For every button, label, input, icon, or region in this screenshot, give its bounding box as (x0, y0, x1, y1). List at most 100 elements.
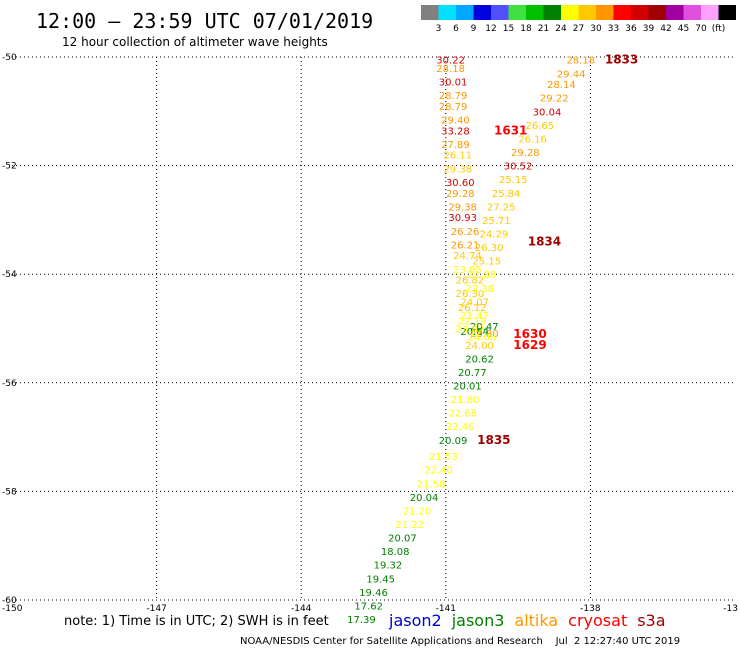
colorbar-label: 18 (520, 24, 532, 34)
swh-point: 21.58 (417, 479, 446, 490)
swh-point: 33.28 (441, 126, 470, 137)
swh-point: 27.89 (441, 140, 470, 151)
time-label: 1833 (605, 53, 638, 67)
swh-point: 28.18 (566, 56, 595, 67)
swh-point: 29.38 (448, 202, 477, 213)
swh-point: 29.28 (446, 189, 475, 200)
swh-point: 20.01 (453, 382, 482, 393)
note-text: note: 1) Time is in UTC; 2) SWH is in fe… (64, 614, 329, 629)
swh-point: 24.29 (480, 229, 509, 240)
swh-point: 29.44 (557, 69, 586, 80)
swh-point: 30.52 (504, 162, 533, 173)
data-points: 23.8030.2228.1830.0128.7928.7929.4033.28… (347, 56, 595, 626)
swh-point: 25.15 (472, 257, 501, 268)
y-tick-label: -54 (2, 270, 17, 280)
swh-point: 24.07 (460, 297, 489, 308)
y-tick-label: -58 (2, 487, 17, 497)
swh-point: 26.12 (458, 303, 487, 314)
credit-text: NOAA/NESDIS Center for Satellite Applica… (240, 636, 680, 647)
swh-point: 20.09 (439, 436, 468, 447)
swh-point: 26.30 (456, 289, 485, 300)
swh-point: 28.79 (439, 102, 468, 113)
swh-point: 23.80 (470, 329, 499, 340)
colorbar-swatch (438, 5, 456, 20)
swh-point: 21.80 (451, 395, 480, 406)
swh-point: 28.79 (439, 91, 468, 102)
swh-point: 21.20 (403, 506, 432, 517)
swh-point: 21.22 (395, 520, 424, 531)
swh-point: 30.01 (439, 77, 468, 88)
swh-point: 20.62 (465, 354, 494, 365)
swh-point: 20.84 (460, 327, 489, 338)
colorbar-label: 39 (643, 24, 655, 34)
satellite-legend: jason2 jason3 altika cryosat s3a (388, 611, 666, 630)
colorbar-label: (ft) (712, 24, 726, 34)
swh-point: 18.08 (381, 547, 410, 558)
swh-point: 24.06 (468, 333, 497, 344)
x-tick-label: -147 (146, 604, 166, 614)
colorbar-label: 21 (538, 24, 549, 34)
x-tick-label: -13 (723, 604, 738, 614)
colorbar-swatch (561, 5, 579, 20)
swh-point: 20.77 (458, 368, 487, 379)
swh-point: 30.93 (448, 213, 477, 224)
swh-point: 23.95 (453, 265, 482, 276)
swh-point: 26.65 (525, 121, 554, 132)
colorbar-swatch (526, 5, 544, 20)
swh-point: 21.47 (460, 311, 489, 322)
colorbar: 3 6 9 12 15 18 21 24 27 30 33 36 39 42 45 70 (ft) (421, 5, 736, 34)
swh-point: 27.25 (487, 202, 516, 213)
swh-point: 25.71 (482, 216, 511, 227)
swh-point: 29.40 (441, 115, 470, 126)
y-tick-label: -50 (2, 53, 17, 63)
chart-subtitle: 12 hour collection of altimeter wave hei… (62, 35, 328, 49)
legend-item-jason3: jason3 (451, 611, 505, 630)
y-tick-label: -52 (2, 162, 17, 172)
swh-point: 23.82 (456, 325, 485, 336)
swh-point: 20.07 (388, 534, 417, 545)
colorbar-label: 12 (485, 24, 496, 34)
swh-point: 24.74 (453, 251, 482, 262)
colorbar-swatch (631, 5, 649, 20)
swh-point: 26.21 (451, 240, 480, 251)
x-tick-label: -138 (580, 604, 601, 614)
colorbar-swatch (648, 5, 666, 20)
swh-point: 26.30 (475, 243, 504, 254)
colorbar-swatch (683, 5, 701, 20)
colorbar-swatch (473, 5, 491, 20)
swh-point: 21.53 (429, 452, 458, 463)
time-label: 1835 (477, 433, 510, 447)
colorbar-swatch (596, 5, 614, 20)
swh-point: 21.88 (468, 270, 497, 281)
colorbar-label: 27 (573, 24, 584, 34)
colorbar-label: 9 (471, 24, 477, 34)
swh-point: 19.45 (366, 574, 395, 585)
swh-point: 29.38 (444, 164, 473, 175)
x-tick-label: -141 (436, 604, 456, 614)
legend-item-cryosat: cryosat (568, 611, 627, 630)
colorbar-label: 3 (436, 24, 442, 34)
swh-point: 24.00 (465, 341, 494, 352)
swh-point: 22.46 (446, 422, 475, 433)
swh-point: 25.15 (499, 175, 528, 186)
time-label: 1630 (513, 327, 546, 341)
colorbar-swatch (578, 5, 596, 20)
y-tick-label: -56 (2, 379, 17, 389)
colorbar-label: 42 (660, 24, 671, 34)
swh-point: 28.18 (436, 64, 465, 75)
swh-point: 30.22 (436, 56, 465, 67)
swh-point: 17.39 (347, 615, 376, 626)
swh-point: 26.82 (456, 276, 485, 287)
colorbar-swatch (421, 5, 439, 20)
swh-point: 29.28 (511, 148, 540, 159)
colorbar-swatch (456, 5, 474, 20)
swh-point: 26.11 (444, 151, 473, 162)
colorbar-swatch (666, 5, 684, 20)
swh-point: 17.62 (354, 601, 383, 612)
swh-point: 20.47 (470, 322, 499, 333)
swh-point: 28.14 (547, 80, 576, 91)
swh-point: 20.04 (410, 493, 439, 504)
x-tick-label: -144 (291, 604, 312, 614)
colorbar-swatch (543, 5, 561, 20)
